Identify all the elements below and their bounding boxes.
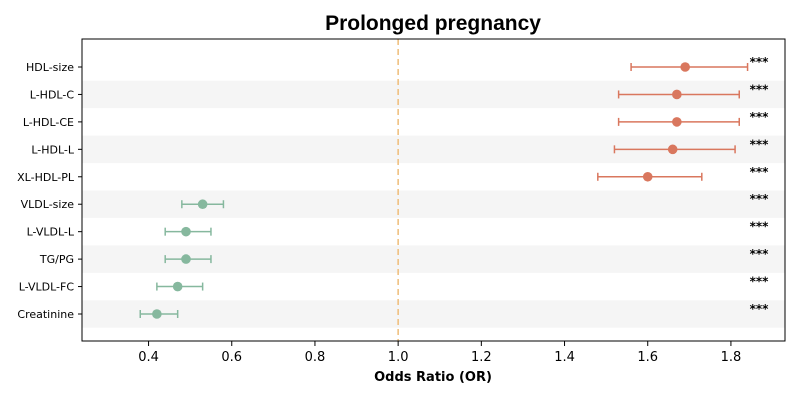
significance-label: *** [750, 165, 770, 179]
or-point [642, 171, 653, 182]
x-axis-label: Odds Ratio (OR) [374, 370, 492, 385]
y-axis-labels: HDL-size L-HDL-C L-HDL-CE L-HDL-L XL-HDL-PL V… [17, 61, 82, 321]
y-tick-label: TG/PG [39, 253, 74, 266]
x-tick-label: 0.6 [221, 350, 242, 365]
x-tick-label: 1.8 [721, 350, 742, 365]
significance-labels: *** *** *** *** *** *** *** *** *** *** [750, 55, 770, 316]
y-tick-label: Creatinine [17, 308, 74, 321]
or-point [181, 226, 191, 237]
or-point [172, 281, 183, 292]
significance-label: *** [750, 55, 770, 69]
x-tick-label: 1.2 [471, 350, 492, 365]
significance-label: *** [750, 192, 770, 206]
significance-label: *** [750, 275, 770, 289]
data-marks [139, 62, 749, 319]
chart-title: Prolonged pregnancy [325, 12, 541, 35]
y-tick-label: XL-HDL-PL [17, 171, 75, 184]
y-tick-label: L-HDL-C [30, 88, 75, 101]
y-tick-label: L-HDL-CE [23, 116, 74, 129]
x-tick-label: 1.4 [554, 350, 575, 365]
x-tick-label: 0.4 [138, 350, 159, 365]
x-tick-label: 1.6 [637, 350, 658, 365]
y-tick-label: L-VLDL-L [27, 226, 75, 239]
or-point [152, 309, 162, 319]
significance-label: *** [750, 247, 770, 261]
significance-label: *** [750, 302, 770, 316]
plot-frame [81, 38, 786, 342]
or-point [181, 254, 191, 264]
y-tick-label: HDL-size [26, 61, 74, 74]
or-point [667, 144, 678, 155]
or-point [672, 117, 682, 127]
or-point [672, 89, 682, 100]
row-stripe [82, 300, 785, 328]
y-tick-label: L-HDL-L [31, 143, 75, 156]
x-axis: 0.4 0.6 0.8 1.0 1.2 1.4 1.6 1.8 [138, 341, 741, 365]
or-point [680, 62, 690, 72]
y-tick-label: L-VLDL-FC [19, 281, 75, 294]
significance-label: *** [750, 110, 770, 124]
x-tick-label: 0.8 [305, 350, 326, 365]
significance-label: *** [750, 82, 770, 96]
y-tick-label: VLDL-size [21, 198, 75, 211]
or-point [197, 199, 208, 210]
significance-label: *** [750, 220, 770, 234]
significance-label: *** [750, 137, 770, 151]
x-tick-label: 1.0 [388, 350, 409, 365]
